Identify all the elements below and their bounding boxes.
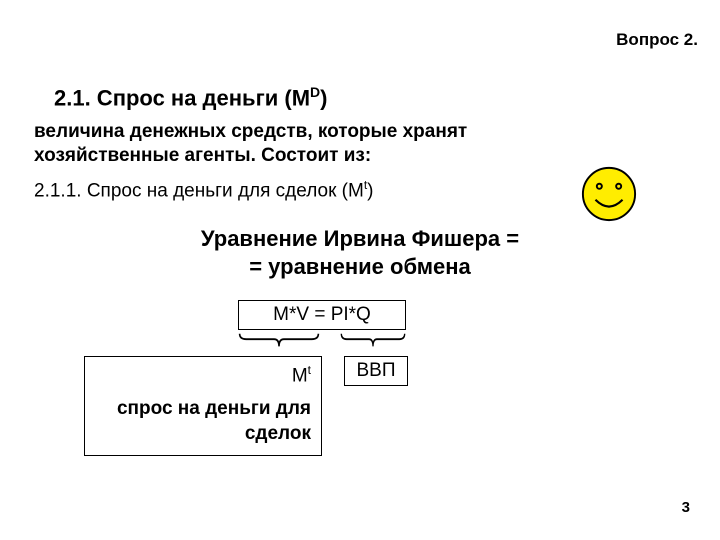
mt-box: Mt спрос на деньги для сделок	[84, 356, 322, 456]
title-suffix: )	[320, 85, 327, 110]
title-sup: D	[310, 84, 320, 100]
question-label: Вопрос 2.	[616, 30, 698, 50]
mt-sub: спрос на деньги для сделок	[95, 397, 311, 446]
mt-head-sup: t	[308, 363, 311, 377]
section-title: 2.1. Спрос на деньги (MD)	[54, 84, 327, 111]
sub-prefix: 2.1.1. Спрос на деньги для сделок (M	[34, 180, 364, 201]
brace-left	[238, 332, 320, 350]
equation-title: Уравнение Ирвина Фишера = = уравнение об…	[0, 225, 720, 280]
page-number: 3	[682, 499, 690, 516]
subsection-text: 2.1.1. Спрос на деньги для сделок (Mt)	[34, 178, 374, 202]
mt-head: Mt	[95, 363, 311, 389]
equation-title-line2: = уравнение обмена	[249, 254, 471, 279]
gdp-box: ВВП	[344, 356, 408, 386]
mt-head-prefix: M	[292, 365, 308, 386]
sub-suffix: )	[367, 180, 373, 201]
smiley-icon	[580, 165, 638, 223]
description-text: величина денежных средств, которые храня…	[34, 120, 554, 168]
brace-right	[340, 332, 406, 350]
equation-title-line1: Уравнение Ирвина Фишера =	[201, 226, 519, 251]
smiley-face	[583, 168, 635, 220]
equation-box: M*V = PI*Q	[238, 300, 406, 330]
title-prefix: 2.1. Спрос на деньги (M	[54, 85, 310, 110]
